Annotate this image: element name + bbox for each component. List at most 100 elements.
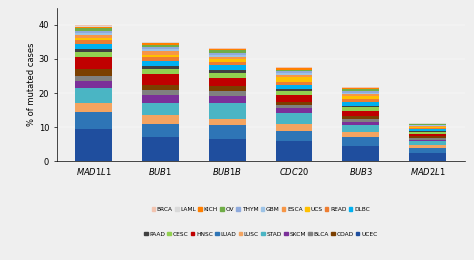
Bar xyxy=(409,132,446,134)
Bar xyxy=(409,138,446,140)
Bar xyxy=(209,55,246,56)
Bar xyxy=(75,35,112,38)
Bar xyxy=(142,124,179,137)
Bar xyxy=(142,90,179,95)
Bar xyxy=(142,42,179,43)
Bar xyxy=(409,124,446,125)
Bar xyxy=(343,106,379,107)
Bar xyxy=(276,124,312,131)
Bar xyxy=(409,148,446,153)
Bar xyxy=(276,85,312,89)
Bar xyxy=(343,119,379,122)
Bar xyxy=(75,28,112,31)
Y-axis label: % of mutated cases: % of mutated cases xyxy=(27,43,36,126)
Bar xyxy=(409,153,446,161)
Bar xyxy=(343,88,379,89)
Bar xyxy=(409,126,446,127)
Bar xyxy=(343,94,379,96)
Bar xyxy=(343,100,379,102)
Bar xyxy=(343,146,379,161)
Bar xyxy=(343,137,379,146)
Bar xyxy=(142,103,179,115)
Bar xyxy=(142,84,179,90)
Bar xyxy=(343,122,379,125)
Bar xyxy=(209,59,246,62)
Bar xyxy=(209,125,246,139)
Legend: PAAD, CESC, HNSC, LUAD, LUSC, STAD, SKCM, BLCA, COAD, UCEC: PAAD, CESC, HNSC, LUAD, LUSC, STAD, SKCM… xyxy=(144,232,377,237)
Bar xyxy=(409,125,446,126)
Bar xyxy=(209,96,246,103)
Bar xyxy=(276,105,312,108)
Bar xyxy=(75,57,112,69)
Bar xyxy=(75,81,112,88)
Bar xyxy=(276,75,312,77)
Bar xyxy=(209,103,246,119)
Bar xyxy=(75,52,112,57)
Bar xyxy=(75,129,112,161)
Bar xyxy=(75,44,112,49)
Bar xyxy=(142,57,179,61)
Bar xyxy=(409,136,446,138)
Bar xyxy=(409,129,446,131)
Bar xyxy=(276,91,312,95)
Bar xyxy=(209,119,246,125)
Bar xyxy=(142,61,179,66)
Bar xyxy=(343,89,379,91)
Bar xyxy=(75,69,112,76)
Bar xyxy=(343,91,379,93)
Bar xyxy=(409,131,446,132)
Bar xyxy=(343,125,379,132)
Bar xyxy=(142,55,179,57)
Bar xyxy=(142,43,179,45)
Bar xyxy=(343,87,379,88)
Bar xyxy=(142,66,179,69)
Bar xyxy=(276,73,312,75)
Bar xyxy=(209,53,246,55)
Bar xyxy=(409,127,446,128)
Bar xyxy=(75,27,112,28)
Bar xyxy=(343,102,379,106)
Bar xyxy=(209,78,246,86)
Bar xyxy=(343,96,379,100)
Bar xyxy=(75,103,112,112)
Bar xyxy=(142,115,179,124)
Bar xyxy=(142,95,179,103)
Bar xyxy=(276,69,312,71)
Bar xyxy=(75,33,112,35)
Bar xyxy=(343,111,379,116)
Bar xyxy=(142,51,179,55)
Bar xyxy=(75,38,112,40)
Bar xyxy=(409,140,446,141)
Bar xyxy=(276,68,312,69)
Bar xyxy=(142,137,179,161)
Bar xyxy=(276,67,312,68)
Bar xyxy=(209,49,246,50)
Bar xyxy=(75,88,112,103)
Bar xyxy=(276,71,312,73)
Bar xyxy=(276,89,312,91)
Bar xyxy=(276,141,312,161)
Bar xyxy=(209,91,246,96)
Bar xyxy=(409,145,446,148)
Bar xyxy=(209,73,246,78)
Bar xyxy=(209,86,246,91)
Bar xyxy=(409,128,446,129)
Bar xyxy=(409,134,446,136)
Bar xyxy=(142,47,179,49)
Bar xyxy=(276,113,312,124)
Bar xyxy=(142,45,179,47)
Bar xyxy=(276,108,312,113)
Bar xyxy=(75,25,112,27)
Bar xyxy=(75,40,112,44)
Bar xyxy=(409,123,446,124)
Bar xyxy=(209,48,246,49)
Bar xyxy=(142,69,179,74)
Bar xyxy=(209,62,246,65)
Bar xyxy=(276,95,312,102)
Bar xyxy=(343,107,379,111)
Bar xyxy=(209,65,246,70)
Bar xyxy=(142,49,179,51)
Bar xyxy=(75,112,112,129)
Bar xyxy=(276,102,312,105)
Bar xyxy=(209,50,246,53)
